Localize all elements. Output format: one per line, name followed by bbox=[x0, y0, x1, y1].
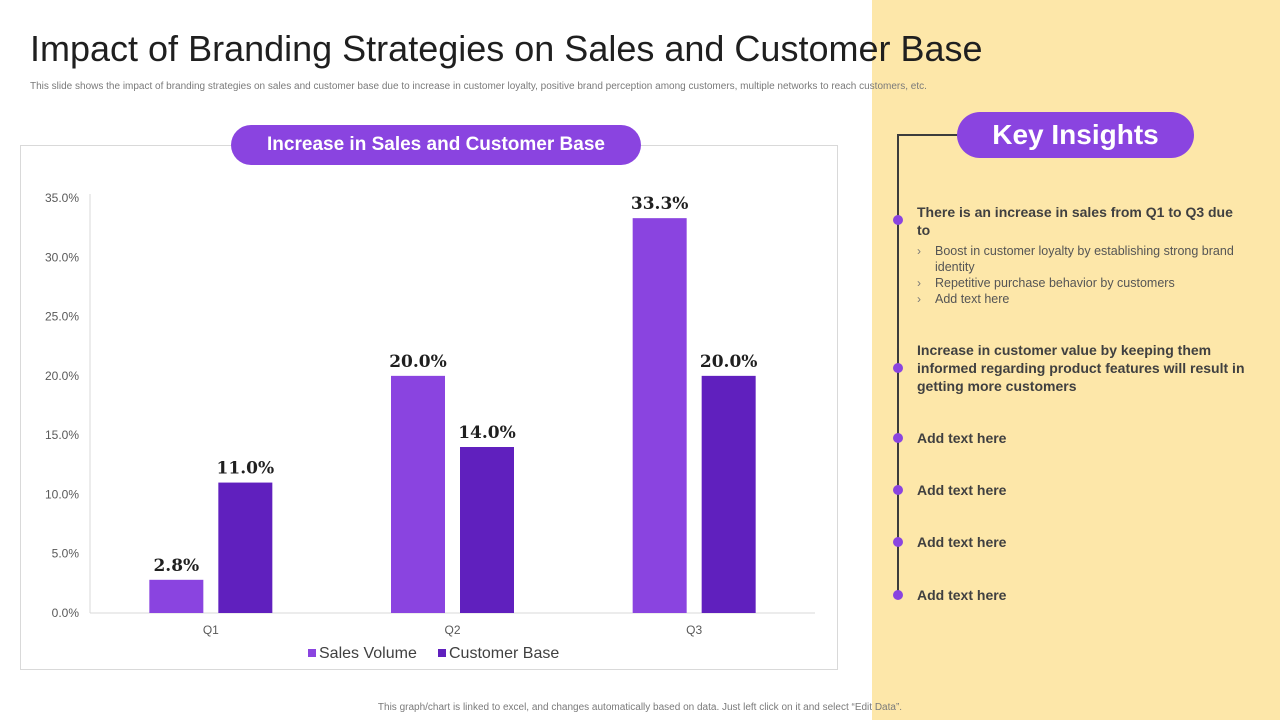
bar-customer-base bbox=[701, 375, 756, 613]
legend-swatch bbox=[438, 649, 446, 657]
y-tick-label: 30.0% bbox=[45, 250, 79, 264]
key-insights-header: Key Insights bbox=[957, 112, 1194, 158]
timeline-dot bbox=[893, 537, 903, 547]
insight-main: There is an increase in sales from Q1 to… bbox=[917, 203, 1247, 307]
timeline-connector bbox=[897, 134, 959, 136]
bar-sales-volume bbox=[391, 375, 445, 613]
x-tick-label: Q2 bbox=[444, 623, 460, 637]
insight-item: Increase in customer value by keeping th… bbox=[917, 342, 1245, 394]
data-label: 33.3% bbox=[631, 194, 689, 214]
page-subtitle: This slide shows the impact of branding … bbox=[30, 81, 927, 92]
timeline-dot bbox=[893, 215, 903, 225]
legend-swatch bbox=[308, 649, 316, 657]
bar-customer-base bbox=[460, 447, 514, 613]
data-label: 11.0% bbox=[217, 459, 275, 479]
insight-item: Add text here bbox=[917, 534, 1007, 550]
data-label: 14.0% bbox=[458, 423, 516, 443]
bar-customer-base bbox=[218, 482, 273, 613]
y-tick-label: 35.0% bbox=[45, 191, 79, 205]
bar-sales-volume bbox=[632, 218, 687, 613]
bar-sales-volume bbox=[149, 579, 204, 613]
chevron-right-icon: › bbox=[917, 244, 921, 258]
chevron-right-icon: › bbox=[917, 292, 921, 306]
insight-item: Add text here bbox=[917, 587, 1007, 603]
chevron-right-icon: › bbox=[917, 276, 921, 290]
y-tick-label: 25.0% bbox=[45, 310, 79, 324]
data-label: 2.8% bbox=[153, 556, 199, 576]
insight-sub-item: › Repetitive purchase behavior by custome… bbox=[917, 276, 1175, 290]
y-tick-label: 20.0% bbox=[45, 369, 79, 383]
page-title: Impact of Branding Strategies on Sales a… bbox=[30, 28, 983, 69]
legend-label: Customer Base bbox=[449, 645, 559, 662]
x-tick-label: Q1 bbox=[203, 623, 219, 637]
insight-sub-list: › Boost in customer loyalty by establishi… bbox=[917, 243, 1247, 307]
data-label: 20.0% bbox=[700, 352, 758, 372]
chart-header: Increase in Sales and Customer Base bbox=[231, 125, 641, 165]
timeline-dot bbox=[893, 363, 903, 373]
y-tick-label: 10.0% bbox=[45, 487, 79, 501]
bar-chart[interactable]: 0.0% 5.0% 10.0% 15.0% 20.0% 25.0% 30.0% 35.0% 2.… bbox=[0, 0, 872, 700]
x-tick-label: Q3 bbox=[686, 623, 702, 637]
timeline-dot bbox=[893, 485, 903, 495]
timeline-dot bbox=[893, 590, 903, 600]
data-label: 20.0% bbox=[389, 352, 447, 372]
y-tick-label: 15.0% bbox=[45, 428, 79, 442]
insight-item: Add text here bbox=[917, 482, 1007, 498]
footnote: This graph/chart is linked to excel, and… bbox=[377, 702, 903, 713]
legend-label: Sales Volume bbox=[319, 645, 417, 662]
y-tick-label: 5.0% bbox=[52, 547, 80, 561]
timeline-dot bbox=[893, 433, 903, 443]
insight-item: Add text here bbox=[917, 430, 1007, 446]
y-tick-label: 0.0% bbox=[52, 606, 80, 620]
insight-sub-item: › Boost in customer loyalty by establishi… bbox=[917, 244, 1234, 274]
insight-main-text: There is an increase in sales from Q1 to… bbox=[917, 204, 1233, 238]
insight-sub-item: › Add text here bbox=[917, 292, 1010, 306]
